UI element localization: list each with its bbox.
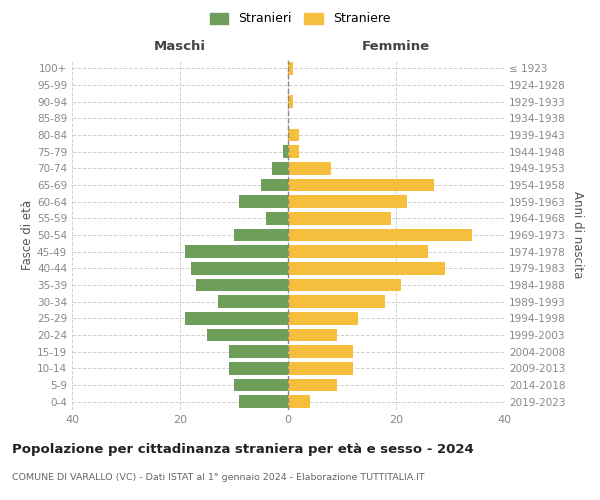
Bar <box>288 379 337 391</box>
Bar <box>283 146 288 158</box>
Bar <box>185 246 288 258</box>
Bar <box>191 262 288 274</box>
Bar <box>288 146 299 158</box>
Legend: Stranieri, Straniere: Stranieri, Straniere <box>206 8 394 29</box>
Bar <box>196 279 288 291</box>
Bar <box>288 279 401 291</box>
Bar <box>266 212 288 224</box>
Bar <box>218 296 288 308</box>
Y-axis label: Anni di nascita: Anni di nascita <box>571 192 584 278</box>
Bar <box>239 196 288 208</box>
Bar <box>288 179 434 191</box>
Bar <box>288 262 445 274</box>
Text: COMUNE DI VARALLO (VC) - Dati ISTAT al 1° gennaio 2024 - Elaborazione TUTTITALIA: COMUNE DI VARALLO (VC) - Dati ISTAT al 1… <box>12 472 425 482</box>
Bar <box>229 362 288 374</box>
Bar <box>185 312 288 324</box>
Bar <box>288 362 353 374</box>
Bar <box>288 329 337 341</box>
Text: Femmine: Femmine <box>362 40 430 53</box>
Y-axis label: Fasce di età: Fasce di età <box>21 200 34 270</box>
Bar <box>288 196 407 208</box>
Bar <box>239 396 288 408</box>
Bar <box>288 212 391 224</box>
Bar <box>288 346 353 358</box>
Bar <box>288 162 331 174</box>
Bar <box>234 229 288 241</box>
Bar <box>288 396 310 408</box>
Bar <box>234 379 288 391</box>
Bar <box>288 312 358 324</box>
Bar <box>288 229 472 241</box>
Bar <box>288 296 385 308</box>
Bar <box>288 128 299 141</box>
Bar <box>272 162 288 174</box>
Bar <box>207 329 288 341</box>
Bar <box>229 346 288 358</box>
Text: Maschi: Maschi <box>154 40 206 53</box>
Bar <box>288 62 293 74</box>
Bar <box>261 179 288 191</box>
Bar <box>288 96 293 108</box>
Text: Popolazione per cittadinanza straniera per età e sesso - 2024: Popolazione per cittadinanza straniera p… <box>12 442 474 456</box>
Bar <box>288 246 428 258</box>
